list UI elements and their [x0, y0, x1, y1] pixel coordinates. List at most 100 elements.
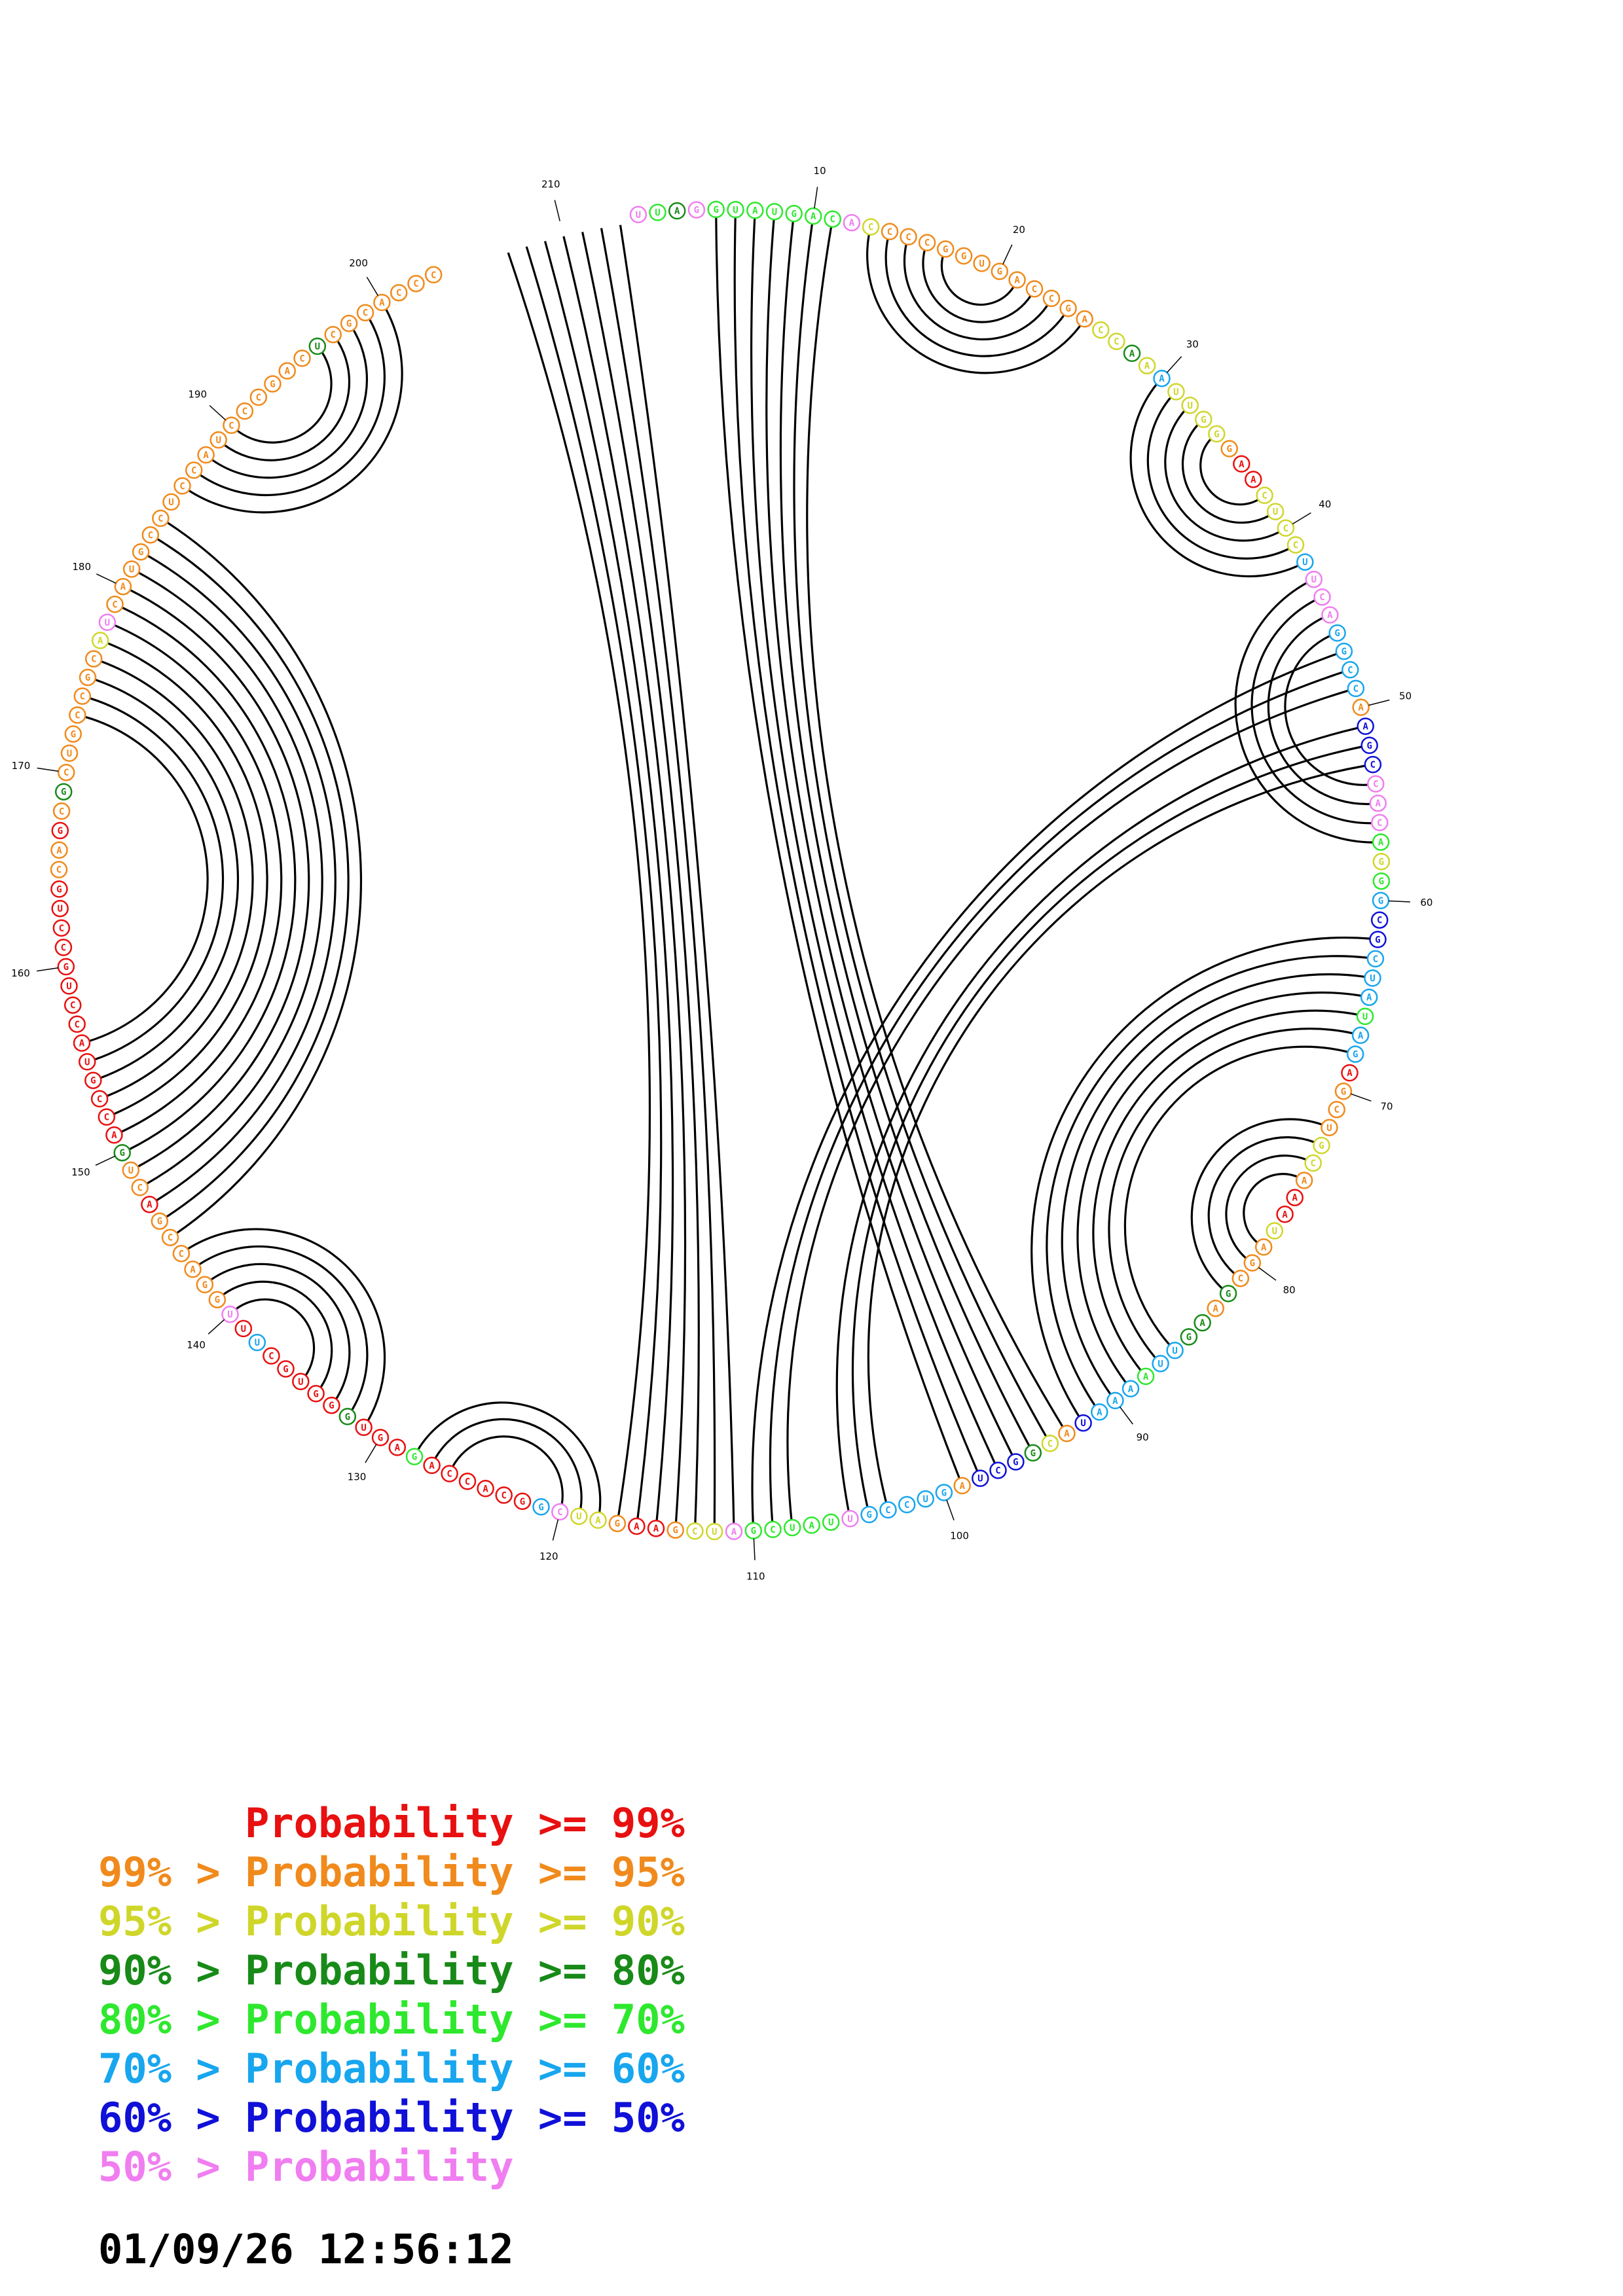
base-letter: U — [1187, 401, 1192, 411]
nucleotide-base: G — [51, 821, 69, 840]
nucleotide-base: C — [1364, 755, 1382, 774]
base-circle — [991, 262, 1009, 280]
nucleotide-base: C — [458, 1473, 477, 1490]
base-circle — [989, 1462, 1007, 1479]
base-circle — [248, 1333, 266, 1352]
nucleotide-base: U — [234, 1319, 253, 1338]
nucleotide-base: G — [1208, 425, 1226, 443]
base-letter: A — [147, 1200, 153, 1210]
base-circle — [277, 1360, 295, 1378]
legend-row: 50% > Probability — [98, 2142, 685, 2191]
base-circle — [1357, 717, 1374, 735]
base-letter: C — [1114, 337, 1119, 348]
nucleotide-base: U — [122, 560, 141, 578]
base-letter: C — [995, 1466, 1000, 1477]
base-circle — [264, 375, 282, 393]
nucleotide-base: C — [1366, 950, 1385, 968]
base-circle — [423, 1456, 441, 1475]
position-label: 120 — [539, 1551, 558, 1562]
position-tick — [1388, 900, 1410, 903]
base-letter: C — [465, 1477, 470, 1487]
base-letter: A — [1378, 838, 1384, 848]
base-circle — [1334, 1083, 1353, 1100]
base-letter: G — [1366, 741, 1372, 751]
nucleotide-base: C — [293, 350, 311, 367]
base-circle — [1106, 1391, 1124, 1410]
base-circle — [936, 240, 955, 258]
nucleotide-base: A — [1372, 833, 1390, 851]
base-pair-arc — [851, 745, 1362, 1507]
base-letter: C — [80, 692, 85, 702]
base-pair-arc — [236, 351, 333, 444]
base-circle — [1321, 606, 1339, 624]
base-circle — [1277, 519, 1295, 537]
base-letter: A — [98, 636, 103, 647]
base-letter: G — [119, 1148, 124, 1158]
base-pair-arc — [84, 715, 209, 1043]
base-letter: C — [1319, 592, 1324, 603]
base-letter: C — [137, 1183, 142, 1193]
base-letter: C — [1238, 1274, 1243, 1284]
position-label: 190 — [188, 389, 207, 401]
base-circle — [1233, 455, 1250, 473]
base-letter: A — [1302, 1176, 1307, 1187]
base-circle — [51, 899, 69, 918]
base-circle — [803, 1516, 820, 1534]
nucleotide-base: A — [746, 202, 764, 219]
position-tick — [946, 1499, 955, 1520]
base-circle — [1366, 950, 1385, 968]
base-letter: A — [1250, 475, 1256, 486]
base-letter: C — [104, 1113, 109, 1123]
base-letter: U — [1273, 507, 1278, 518]
base-letter: A — [1366, 993, 1372, 1003]
base-letter: U — [255, 1338, 260, 1348]
base-circle — [1024, 1444, 1042, 1462]
base-circle — [1313, 588, 1331, 606]
base-letter: G — [520, 1497, 525, 1507]
base-circle — [324, 325, 342, 344]
nucleotide-base: G — [338, 1408, 357, 1426]
base-letter: A — [1358, 1031, 1364, 1041]
base-circle — [881, 223, 899, 241]
base-circle — [822, 1513, 840, 1531]
position-tick — [1258, 1266, 1277, 1281]
base-letter: A — [190, 1265, 196, 1275]
base-letter: A — [56, 846, 62, 856]
base-circle — [935, 1484, 953, 1501]
base-circle — [785, 205, 803, 223]
nucleotide-base: U — [1266, 503, 1285, 520]
base-circle — [1245, 471, 1262, 488]
nucleotide-base: G — [1243, 1254, 1262, 1272]
base-letter: C — [447, 1469, 452, 1480]
base-letter: A — [1159, 374, 1165, 384]
base-circle — [686, 1522, 704, 1540]
nucleotide-base: C — [1092, 321, 1110, 339]
base-circle — [860, 1505, 878, 1524]
base-circle — [1152, 1355, 1169, 1372]
base-letter: U — [298, 1377, 303, 1388]
nucleotide-base: G — [687, 201, 706, 219]
position-tick — [365, 1444, 377, 1463]
nucleotide-base: C — [131, 1179, 149, 1196]
base-circle — [1360, 736, 1378, 755]
base-letter: A — [395, 1443, 401, 1453]
base-circle — [152, 509, 170, 528]
base-pair-arc — [940, 256, 1015, 306]
base-pair-arc — [1243, 1173, 1298, 1244]
nucleotide-base: C — [69, 706, 86, 724]
base-pair-arc — [1108, 1028, 1353, 1359]
base-pair-arc — [129, 588, 310, 1168]
base-letter: G — [866, 1510, 871, 1520]
base-letter: C — [363, 308, 368, 319]
base-circle — [1296, 553, 1314, 571]
base-circle — [113, 1143, 131, 1162]
base-letter: A — [1144, 361, 1150, 372]
base-letter: C — [557, 1507, 562, 1518]
nucleotide-base: A — [278, 362, 296, 380]
base-circle — [707, 200, 725, 219]
position-label: 210 — [541, 178, 560, 190]
base-letter: A — [959, 1481, 965, 1492]
base-pair-arc — [147, 554, 337, 1202]
position-tick — [37, 967, 59, 972]
base-letter: G — [378, 1433, 383, 1443]
